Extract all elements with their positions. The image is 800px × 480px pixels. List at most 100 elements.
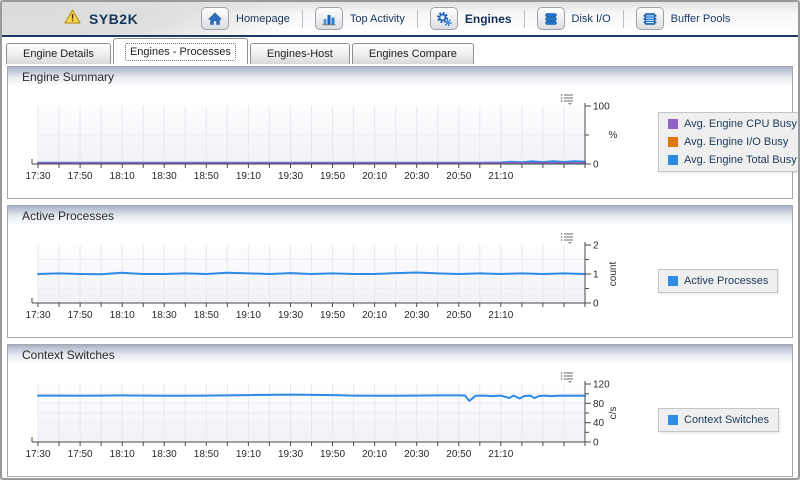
legend-item[interactable]: Avg. Engine I/O Busy bbox=[668, 136, 797, 148]
svg-text:0: 0 bbox=[593, 299, 599, 310]
svg-text:20:10: 20:10 bbox=[362, 310, 387, 321]
legend-label: Avg. Engine Total Busy bbox=[684, 154, 797, 166]
chart-options-icon[interactable] bbox=[560, 92, 574, 105]
legend-swatch bbox=[668, 276, 678, 286]
svg-text:18:50: 18:50 bbox=[194, 449, 219, 460]
svg-text:21:10: 21:10 bbox=[488, 310, 513, 321]
nav-item-homepage[interactable]: Homepage bbox=[192, 7, 299, 30]
svg-text:18:30: 18:30 bbox=[152, 171, 177, 182]
legend-label: Context Switches bbox=[684, 414, 769, 426]
nav-item-label: Disk I/O bbox=[571, 12, 611, 25]
nav-separator bbox=[523, 9, 525, 28]
tab-engines-host[interactable]: Engines-Host bbox=[249, 43, 350, 64]
svg-text:100: 100 bbox=[593, 102, 610, 113]
svg-text:count: count bbox=[608, 262, 619, 287]
svg-text:20:50: 20:50 bbox=[446, 449, 471, 460]
chart-options-icon[interactable] bbox=[560, 370, 574, 383]
svg-text:19:50: 19:50 bbox=[320, 171, 345, 182]
svg-text:20:30: 20:30 bbox=[404, 449, 429, 460]
svg-text:c/s: c/s bbox=[608, 407, 619, 420]
svg-text:19:30: 19:30 bbox=[278, 449, 303, 460]
nav-item-engines[interactable]: Engines bbox=[421, 7, 521, 30]
panel-body-active-processes: 17:30 17:50 18:10 18:30 18:50 19:10 19:30 19:50… bbox=[8, 225, 792, 337]
svg-text:17:30: 17:30 bbox=[25, 171, 50, 182]
tab-bar: Engine Details Engines - Processes Engines… bbox=[2, 37, 798, 64]
buffer-pools-icon bbox=[635, 7, 664, 30]
legend-item[interactable]: Avg. Engine CPU Busy bbox=[668, 118, 797, 130]
legend-item[interactable]: Context Switches bbox=[668, 414, 769, 426]
engine-summary-chart[interactable]: 17:30 17:50 18:10 18:30 18:50 19:10 19:30 19:50… bbox=[8, 90, 648, 194]
tab-label: Engines-Host bbox=[266, 48, 333, 60]
svg-text:21:10: 21:10 bbox=[488, 449, 513, 460]
panel-active-processes: Active Processes 17:30 17:50 18:10 18:30 18:… bbox=[7, 205, 793, 338]
nav-item-label: Homepage bbox=[236, 12, 290, 25]
nav-item-buffer-pools[interactable]: Buffer Pools bbox=[627, 7, 740, 30]
tab-label: Engines Compare bbox=[368, 48, 457, 60]
home-icon bbox=[201, 7, 229, 30]
nav-item-label: Engines bbox=[464, 11, 512, 26]
svg-text:2: 2 bbox=[593, 241, 599, 252]
svg-text:19:10: 19:10 bbox=[236, 171, 261, 182]
legend-label: Active Processes bbox=[684, 275, 769, 287]
nav-separator bbox=[301, 9, 303, 28]
window-title: SYB2K bbox=[89, 10, 139, 27]
tab-label: Engines - Processes bbox=[124, 42, 236, 61]
context-switches-legend: Context Switches bbox=[658, 408, 779, 432]
svg-text:20:30: 20:30 bbox=[404, 171, 429, 182]
svg-text:18:10: 18:10 bbox=[110, 171, 135, 182]
panel-body-engine-summary: 17:30 17:50 18:10 18:30 18:50 19:10 19:30 19:50… bbox=[8, 86, 798, 198]
svg-text:18:10: 18:10 bbox=[110, 449, 135, 460]
header: SYB2K Homepage Top Activity Engines Disk I/… bbox=[2, 2, 798, 35]
svg-text:19:50: 19:50 bbox=[320, 310, 345, 321]
legend-swatch bbox=[668, 137, 678, 147]
panel-body-context-switches: 17:30 17:50 18:10 18:30 18:50 19:10 19:30 19:50… bbox=[8, 364, 792, 476]
svg-text:19:10: 19:10 bbox=[236, 449, 261, 460]
legend-item[interactable]: Avg. Engine Total Busy bbox=[668, 154, 797, 166]
top-nav: Homepage Top Activity Engines Disk I/O Buffe… bbox=[192, 2, 739, 35]
panel-engine-summary: Engine Summary 17:30 17:50 18:10 18:30 18:50… bbox=[7, 66, 798, 199]
legend-item[interactable]: Active Processes bbox=[668, 275, 768, 287]
legend-swatch bbox=[668, 119, 678, 129]
tab-engines-compare[interactable]: Engines Compare bbox=[351, 43, 474, 64]
svg-text:18:50: 18:50 bbox=[194, 171, 219, 182]
nav-item-top-activity[interactable]: Top Activity bbox=[306, 7, 414, 30]
svg-text:40: 40 bbox=[593, 418, 605, 429]
gears-icon bbox=[429, 7, 458, 30]
svg-text:0: 0 bbox=[593, 160, 599, 171]
legend-swatch bbox=[668, 155, 678, 165]
svg-text:17:30: 17:30 bbox=[25, 449, 50, 460]
svg-text:120: 120 bbox=[593, 380, 610, 391]
svg-text:20:10: 20:10 bbox=[362, 449, 387, 460]
svg-text:19:50: 19:50 bbox=[320, 449, 345, 460]
svg-text:17:30: 17:30 bbox=[25, 310, 50, 321]
warning-icon bbox=[64, 9, 81, 29]
svg-text:18:30: 18:30 bbox=[152, 449, 177, 460]
chart-options-icon[interactable] bbox=[560, 231, 574, 244]
header-divider bbox=[2, 35, 798, 37]
tab-engines-processes[interactable]: Engines - Processes bbox=[112, 38, 248, 64]
svg-text:20:50: 20:50 bbox=[446, 171, 471, 182]
svg-text:1: 1 bbox=[593, 270, 599, 281]
tab-engine-details[interactable]: Engine Details bbox=[6, 43, 111, 64]
legend-label: Avg. Engine I/O Busy bbox=[684, 136, 789, 148]
svg-text:20:30: 20:30 bbox=[404, 310, 429, 321]
svg-text:20:50: 20:50 bbox=[446, 310, 471, 321]
nav-separator bbox=[416, 9, 418, 28]
svg-text:19:30: 19:30 bbox=[278, 310, 303, 321]
panel-context-switches: Context Switches 17:30 17:50 18:10 18:30 18:… bbox=[7, 344, 793, 477]
panels-area: Engine Summary 17:30 17:50 18:10 18:30 18:50… bbox=[2, 64, 798, 477]
svg-text:18:50: 18:50 bbox=[194, 310, 219, 321]
active-processes-legend: Active Processes bbox=[658, 269, 779, 293]
svg-text:80: 80 bbox=[593, 399, 605, 410]
nav-separator bbox=[622, 9, 624, 28]
svg-text:21:10: 21:10 bbox=[488, 171, 513, 182]
svg-text:17:50: 17:50 bbox=[68, 310, 93, 321]
svg-text:19:10: 19:10 bbox=[236, 310, 261, 321]
svg-text:18:10: 18:10 bbox=[110, 310, 135, 321]
context-switches-chart[interactable]: 17:30 17:50 18:10 18:30 18:50 19:10 19:30 19:50… bbox=[8, 368, 648, 472]
active-processes-chart[interactable]: 17:30 17:50 18:10 18:30 18:50 19:10 19:30 19:50… bbox=[8, 229, 648, 333]
nav-item-disk-io[interactable]: Disk I/O bbox=[528, 7, 620, 30]
legend-label: Avg. Engine CPU Busy bbox=[684, 118, 797, 130]
top-activity-icon bbox=[314, 7, 343, 30]
